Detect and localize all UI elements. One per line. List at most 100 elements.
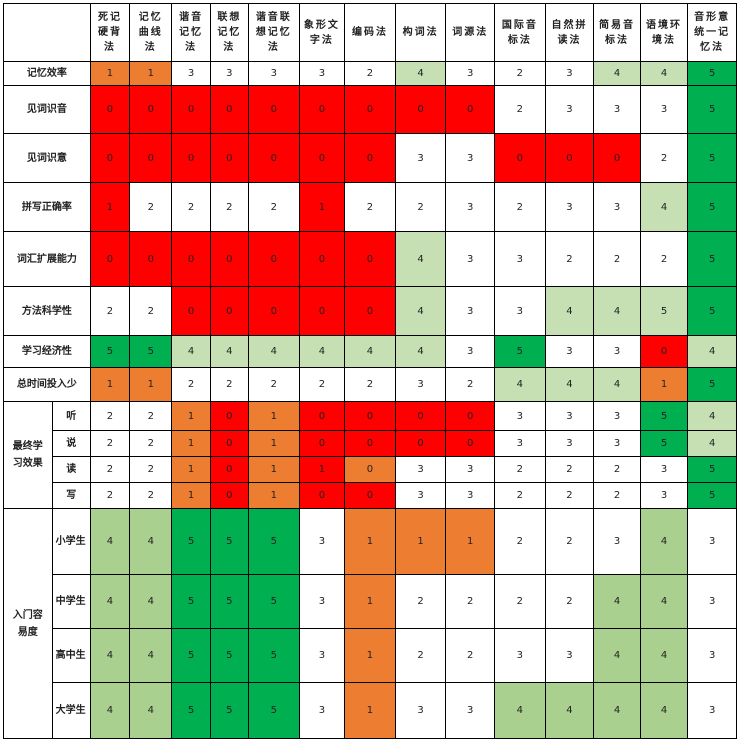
column-header: 词源法 <box>445 3 496 62</box>
row-label: 学习经济性 <box>3 335 91 368</box>
score-cell: 2 <box>445 367 496 402</box>
score-cell: 2 <box>171 182 211 232</box>
score-cell: 3 <box>687 628 737 683</box>
score-cell: 3 <box>171 61 211 86</box>
score-cell: 0 <box>209 456 249 483</box>
score-cell: 3 <box>445 231 496 287</box>
table-row: 词汇扩展能力 0 0 0 0 0 0 0 4 3 3 2 2 2 5 <box>3 231 737 287</box>
score-cell: 0 <box>171 85 211 134</box>
row-label: 拼写正确率 <box>3 182 91 232</box>
score-cell: 3 <box>494 401 546 431</box>
score-cell: 4 <box>494 367 546 402</box>
score-cell: 3 <box>445 335 496 368</box>
score-cell: 0 <box>129 231 173 287</box>
sub-row-label: 中学生 <box>51 574 91 629</box>
score-cell: 0 <box>344 456 396 483</box>
score-cell: 3 <box>544 430 595 457</box>
score-cell: 2 <box>89 430 131 457</box>
sub-row-label: 小学生 <box>51 508 91 575</box>
score-cell: 3 <box>394 133 447 183</box>
score-cell: 2 <box>89 456 131 483</box>
score-cell: 0 <box>344 401 396 431</box>
score-cell: 3 <box>298 628 346 683</box>
score-cell: 2 <box>394 574 447 629</box>
score-cell: 3 <box>445 182 496 232</box>
score-cell: 2 <box>544 482 595 509</box>
column-header: 谐音联想记忆法 <box>247 3 300 62</box>
score-cell: 1 <box>171 482 211 509</box>
table-row: 记忆效率 1 1 3 3 3 3 2 4 3 2 3 4 4 5 <box>3 61 737 86</box>
score-cell: 2 <box>129 182 173 232</box>
score-cell: 2 <box>247 367 300 402</box>
column-header: 简易音标法 <box>593 3 641 62</box>
score-cell: 1 <box>298 182 346 232</box>
score-cell: 3 <box>593 182 641 232</box>
score-cell: 0 <box>544 133 595 183</box>
score-cell: 2 <box>494 182 546 232</box>
score-cell: 0 <box>89 231 131 287</box>
score-cell: 5 <box>171 508 211 575</box>
score-cell: 0 <box>298 231 346 287</box>
score-cell: 3 <box>394 367 447 402</box>
score-cell: 4 <box>394 231 447 287</box>
score-cell: 4 <box>247 335 300 368</box>
score-cell: 3 <box>544 85 595 134</box>
score-cell: 0 <box>298 482 346 509</box>
score-cell: 4 <box>593 286 641 336</box>
score-cell: 4 <box>129 508 173 575</box>
table-row: 方法科学性 2 2 0 0 0 0 0 4 3 3 4 4 5 5 <box>3 286 737 336</box>
score-cell: 4 <box>89 628 131 683</box>
score-cell: 2 <box>544 456 595 483</box>
column-header: 象形文字法 <box>298 3 346 62</box>
table-row: 最终学习效果听 2 2 1 0 1 0 0 0 0 3 3 3 5 4 <box>3 401 737 509</box>
score-cell: 5 <box>209 574 249 629</box>
score-cell: 3 <box>298 682 346 739</box>
score-cell: 4 <box>639 182 689 232</box>
score-cell: 2 <box>593 482 641 509</box>
score-cell: 0 <box>394 430 447 457</box>
score-cell: 3 <box>445 456 496 483</box>
score-cell: 4 <box>593 682 641 739</box>
score-cell: 1 <box>247 430 300 457</box>
score-cell: 0 <box>445 430 496 457</box>
score-cell: 3 <box>687 574 737 629</box>
score-cell: 4 <box>639 682 689 739</box>
score-cell: 4 <box>639 628 689 683</box>
score-cell: 0 <box>494 133 546 183</box>
score-cell: 4 <box>639 574 689 629</box>
score-cell: 2 <box>298 367 346 402</box>
score-cell: 0 <box>298 133 346 183</box>
score-cell: 4 <box>89 682 131 739</box>
row-label: 见词识意 <box>3 133 91 183</box>
score-cell: 3 <box>494 231 546 287</box>
comparison-table: 死记硬背法 记忆曲线法 谐音记忆法 联想记忆法 谐音联想记忆法 象形文字法 编码法 构词法 词源… <box>3 3 737 739</box>
score-cell: 3 <box>494 430 546 457</box>
score-cell: 5 <box>209 508 249 575</box>
score-cell: 1 <box>298 456 346 483</box>
group-label: 最终学习效果 <box>3 401 53 509</box>
score-cell: 2 <box>494 456 546 483</box>
score-cell: 1 <box>89 182 131 232</box>
score-cell: 4 <box>544 682 595 739</box>
score-cell: 1 <box>344 574 396 629</box>
score-cell: 2 <box>445 628 496 683</box>
score-cell: 3 <box>394 456 447 483</box>
score-cell: 0 <box>209 401 249 431</box>
score-cell: 1 <box>394 508 447 575</box>
row-label: 见词识音 <box>3 85 91 134</box>
score-cell: 3 <box>494 628 546 683</box>
score-cell: 0 <box>209 231 249 287</box>
score-cell: 4 <box>593 574 641 629</box>
score-cell: 3 <box>687 682 737 739</box>
score-cell: 0 <box>247 231 300 287</box>
score-cell: 2 <box>544 508 595 575</box>
score-cell: 0 <box>89 133 131 183</box>
score-cell: 2 <box>494 508 546 575</box>
score-cell: 3 <box>639 482 689 509</box>
score-cell: 4 <box>129 628 173 683</box>
score-cell: 0 <box>129 133 173 183</box>
score-cell: 3 <box>445 682 496 739</box>
score-cell: 5 <box>687 286 737 336</box>
